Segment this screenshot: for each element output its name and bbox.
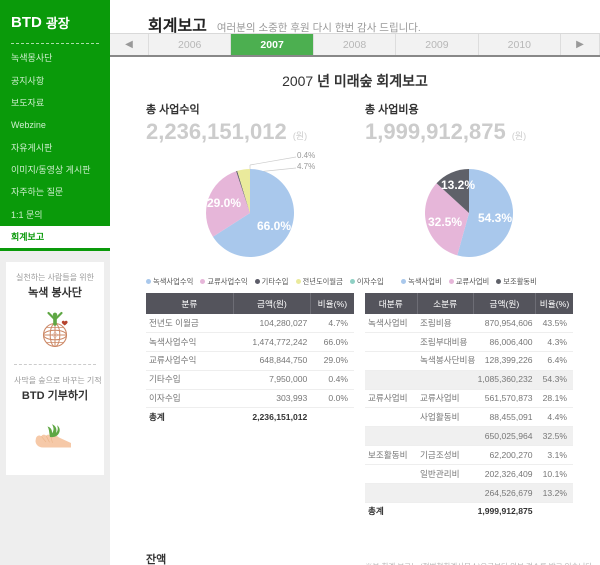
svg-text:4.7%: 4.7% [297,162,315,171]
svg-text:13.2%: 13.2% [441,178,475,192]
svg-text:32.5%: 32.5% [428,215,462,229]
svg-text:54.3%: 54.3% [478,211,512,225]
svg-text:66.0%: 66.0% [257,219,291,233]
svg-text:0.4%: 0.4% [297,151,315,160]
svg-text:29.0%: 29.0% [207,196,241,210]
